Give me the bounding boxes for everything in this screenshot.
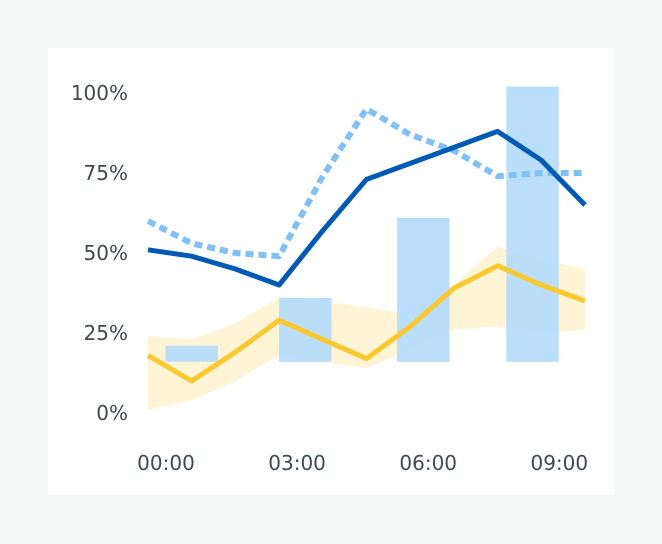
bar-0 [165,345,218,362]
confidence-band [148,246,585,410]
x-tick-label: 06:00 [399,451,457,475]
y-tick-label: 75% [84,161,128,185]
chart-card: 0% 25% 50% 75% 100% 00:00 03:00 06:00 09:00 [48,48,614,495]
bar-2 [397,217,450,362]
series-line-2 [146,263,586,384]
x-tick-label: 00:00 [137,451,195,475]
series-line-1 [146,106,585,260]
y-tick-label: 100% [71,81,128,105]
bar-3 [506,86,559,362]
series-line-0 [147,128,587,288]
line-chart: 0% 25% 50% 75% 100% 00:00 03:00 06:00 09:00 [71,81,588,475]
y-tick-label: 50% [84,241,128,265]
y-tick-label: 25% [84,321,128,345]
x-tick-label: 09:00 [530,451,588,475]
x-tick-label: 03:00 [268,451,326,475]
y-tick-label: 0% [96,401,128,425]
